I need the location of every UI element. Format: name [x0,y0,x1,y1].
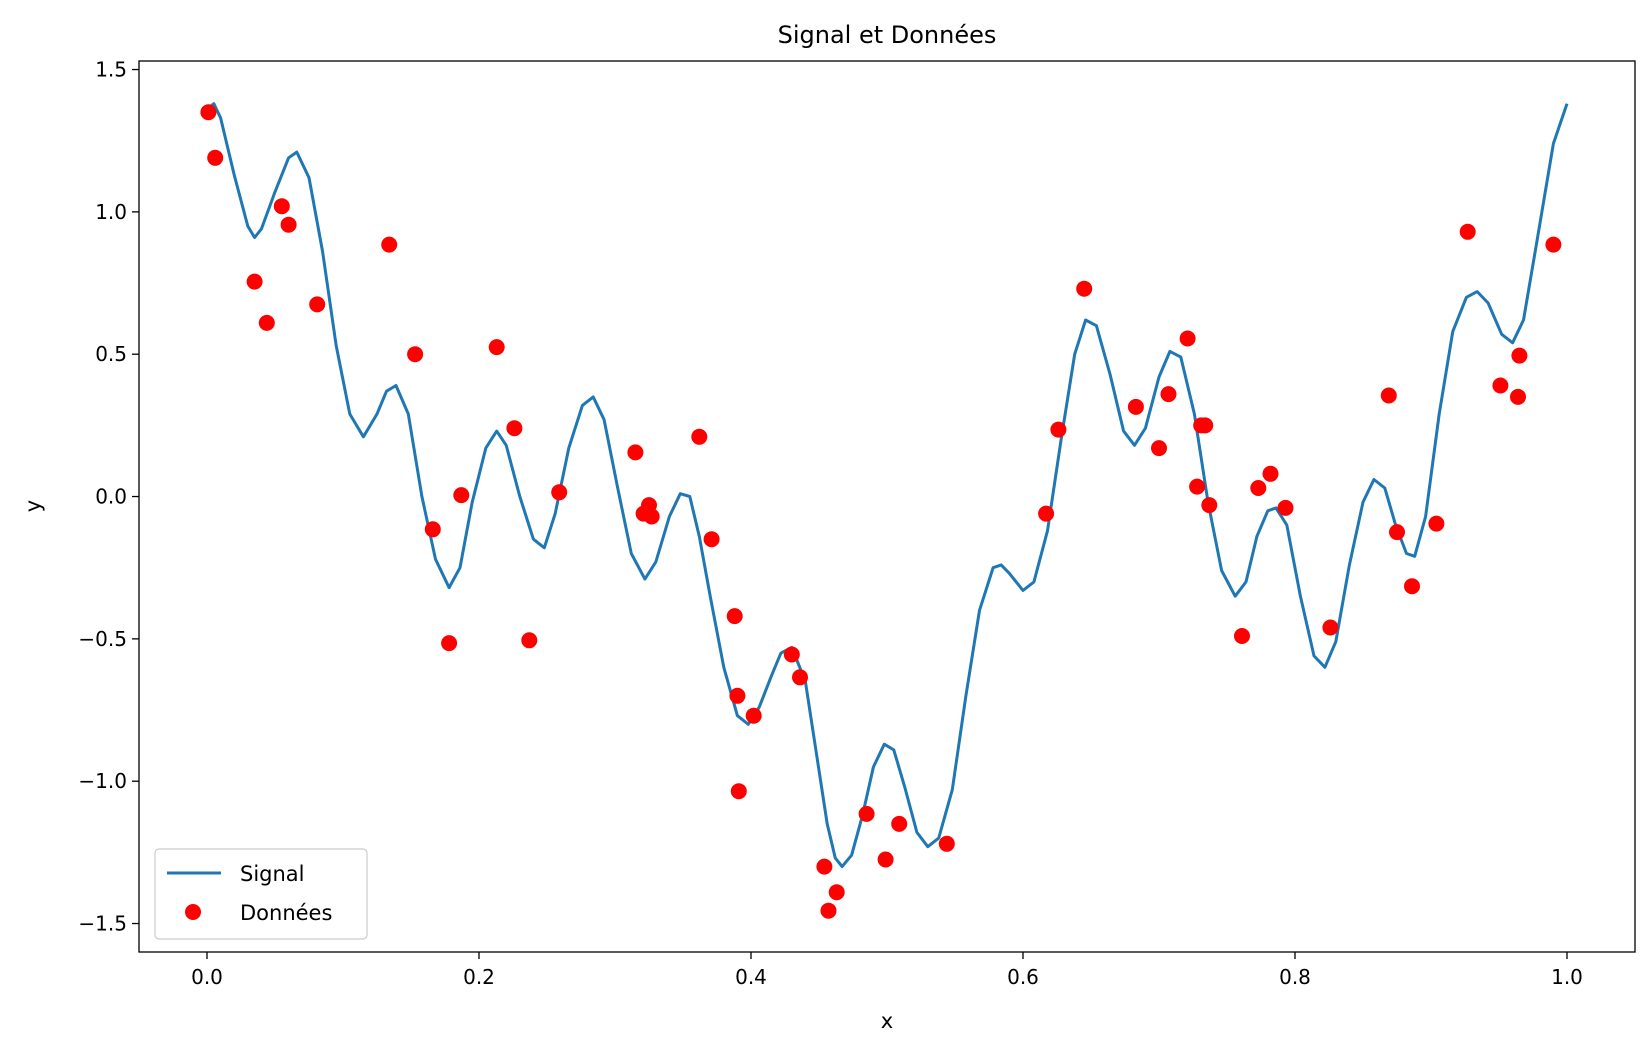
data-point-37 [1076,280,1093,297]
data-point-59 [1545,236,1562,253]
x-tick-label: 0.6 [1007,965,1039,989]
data-point-2 [246,273,263,290]
x-tick-label: 0.4 [735,965,767,989]
data-point-32 [877,851,894,868]
legend-signal-label: Signal [240,862,305,886]
x-axis-label: x [881,1009,893,1033]
data-point-56 [1492,377,1509,394]
data-point-33 [891,815,908,832]
data-point-48 [1262,465,1279,482]
data-point-23 [729,687,746,704]
y-tick-label: 1.0 [95,200,127,224]
legend: Signal Données [154,848,368,940]
data-point-0 [200,104,217,121]
y-tick-label: 0.5 [95,342,127,366]
data-point-13 [506,420,523,437]
data-point-40 [1160,386,1177,403]
data-point-38 [1127,398,1144,415]
data-point-8 [407,346,424,363]
data-point-28 [816,858,833,875]
x-tick-label: 0.0 [191,965,223,989]
data-point-36 [1050,421,1067,438]
data-point-34 [938,835,955,852]
y-tick-label: −1.0 [78,769,127,793]
y-tick-label: 0.0 [95,485,127,509]
data-point-22 [726,608,743,625]
y-tick-label: −1.5 [78,912,127,936]
axes: 0.0 0.2 0.4 0.6 0.8 1.0 −1.5 −1.0 −0.5 0.0 0.5 1.0 1… [78,58,1636,989]
data-point-25 [745,707,762,724]
data-point-21 [703,531,720,548]
data-point-27 [792,669,808,686]
data-point-9 [424,521,441,538]
legend-donnees-label: Données [240,901,332,925]
data-point-42 [1189,478,1206,495]
data-point-58 [1511,347,1528,364]
data-point-31 [858,805,875,822]
legend-donnees-swatch [185,904,201,920]
data-point-20 [691,428,708,445]
data-point-14 [521,632,538,649]
x-tick-label: 0.2 [463,965,495,989]
y-tick-label: −0.5 [78,627,127,651]
x-tick-label: 1.0 [1551,965,1583,989]
plot-frame [138,60,1636,953]
data-point-11 [453,487,470,504]
data-point-26 [783,646,800,663]
data-point-51 [1380,387,1397,404]
data-point-39 [1151,440,1167,457]
data-point-52 [1389,524,1405,541]
y-axis-label: y [21,500,45,512]
data-point-1 [207,149,224,166]
data-point-41 [1179,330,1196,347]
y-tick-label: 1.5 [95,58,127,82]
data-point-55 [1459,223,1476,240]
x-tick-label: 0.8 [1279,965,1311,989]
data-point-54 [1428,515,1445,532]
data-point-24 [730,783,747,800]
plot-area [200,102,1569,919]
data-point-46 [1234,628,1250,644]
data-point-15 [551,484,568,501]
data-point-50 [1322,619,1339,636]
data-point-44 [1197,417,1214,434]
signal-line [206,102,1569,869]
data-point-4 [273,198,290,215]
data-point-49 [1277,499,1294,516]
data-point-29 [820,902,837,919]
data-point-3 [258,314,275,331]
chart-title: Signal et Données [778,21,997,49]
data-point-35 [1038,505,1055,522]
data-point-57 [1510,388,1526,405]
data-point-5 [280,216,297,233]
data-point-19 [643,508,660,525]
data-point-53 [1404,578,1420,595]
data-point-45 [1201,497,1218,514]
data-point-30 [828,884,845,901]
data-point-47 [1250,480,1267,496]
data-point-10 [441,635,458,652]
data-point-6 [309,296,326,313]
data-point-16 [627,444,644,461]
data-point-7 [381,236,398,253]
data-point-12 [488,339,505,356]
